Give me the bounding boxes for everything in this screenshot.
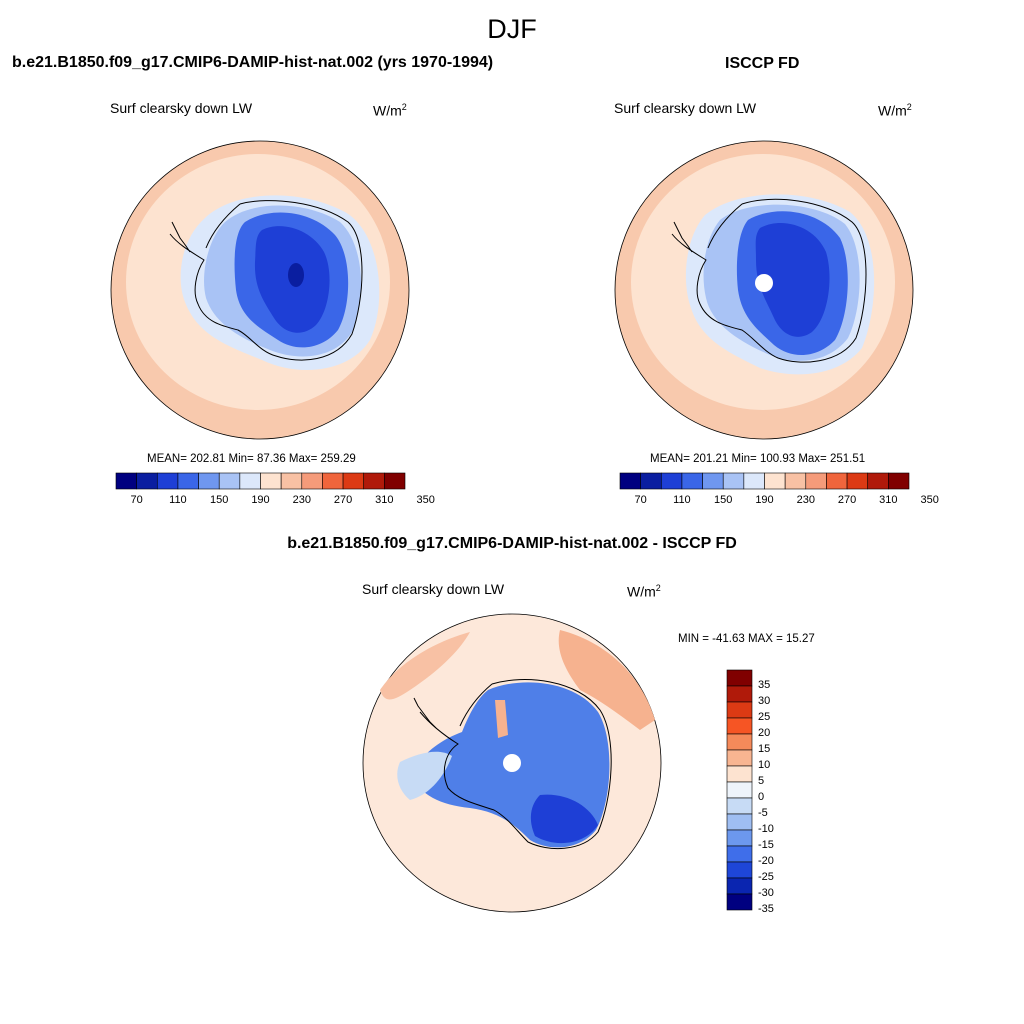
obs-polar-map [614,140,914,440]
colorbar-model-tick-label: 70 [130,494,143,506]
colorbar-model-tick-label: 150 [210,494,229,506]
panel-obs-title: ISCCP FD [725,55,800,72]
colorbar-diff-swatch-6 [726,765,753,783]
model-map-peninsula [171,221,191,253]
colorbar-diff-tick-label: 25 [758,711,771,723]
diff-map-peninsula [413,697,437,729]
colorbar-diff-swatch-13 [726,877,753,895]
panel-diff-title: b.e21.B1850.f09_g17.CMIP6-DAMIP-hist-nat… [287,535,737,552]
panel-model-title: b.e21.B1850.f09_g17.CMIP6-DAMIP-hist-nat… [12,54,494,71]
colorbar-obs-tick-label: 230 [796,494,815,506]
diff-map-pole-hole [503,754,521,772]
colorbar-obs [619,472,910,490]
panel-obs-stats: MEAN= 201.21 Min= 100.93 Max= 251.51 [650,453,866,465]
diff-map-coastline [419,679,612,850]
colorbar-model-tick-label: 270 [333,494,353,506]
colorbar-diff-swatch-14 [726,893,753,911]
colorbar-diff-swatch-0 [726,669,753,687]
model-map-coastline [169,200,363,361]
model-map-ice-min [288,263,304,287]
colorbar-obs-tick-label: 350 [920,494,939,506]
colorbar-obs-swatch-13 [888,472,910,490]
colorbar-diff-swatch-11 [726,845,753,863]
colorbar-obs-tick-label: 190 [755,494,774,506]
colorbar-diff-swatch-10 [726,829,753,847]
colorbar-model [115,472,406,490]
colorbar-obs-tick-label: 150 [714,494,733,506]
diff-map-positive-ne [558,630,655,730]
colorbar-diff-swatch-9 [726,813,753,831]
colorbar-diff-swatch-4 [726,733,753,751]
colorbar-diff-swatch-1 [726,685,753,703]
panel-model-units: W/m2 [373,102,407,119]
colorbar-diff-tick-label: -15 [758,839,774,851]
obs-map-pole-hole [755,274,773,292]
obs-map-ice-core [755,222,830,337]
diff-polar-map [362,613,662,913]
colorbar-diff-tick-label: -25 [758,871,774,883]
panel-model-variable: Surf clearsky down LW [110,100,253,116]
panel-diff-stats: MIN = -41.63 MAX = 15.27 [678,633,815,645]
diff-map-light-blue-ocean [397,751,452,800]
panel-obs-variable: Surf clearsky down LW [614,100,757,116]
colorbar-diff-tick-label: 35 [758,679,771,691]
colorbar-diff-tick-label: 10 [758,759,771,771]
obs-map-peninsula [673,221,693,253]
colorbar-model-tick-label: 190 [251,494,270,506]
colorbar-diff-swatch-12 [726,861,753,879]
colorbar-diff-tick-label: 20 [758,727,771,739]
colorbar-diff-tick-label: -10 [758,823,774,835]
colorbar-diff-swatch-5 [726,749,753,767]
colorbar-model-tick-label: 110 [169,494,187,506]
colorbar-diff-swatch-7 [726,781,753,799]
panel-diff-variable: Surf clearsky down LW [362,581,505,597]
colorbar-diff-tick-label: -5 [758,807,768,819]
diff-map-red-streak [495,700,508,738]
colorbar-diff-swatch-2 [726,701,753,719]
panel-model-stats: MEAN= 202.81 Min= 87.36 Max= 259.29 [147,453,356,465]
colorbar-diff-swatch-3 [726,717,753,735]
colorbar-diff-tick-label: -30 [758,887,774,899]
colorbar-diff-tick-label: -35 [758,903,774,915]
colorbar-diff-tick-label: -20 [758,855,774,867]
panel-diff-units: W/m2 [627,583,661,600]
colorbar-diff-tick-label: 5 [758,775,765,787]
colorbar-model-swatch-13 [384,472,406,490]
colorbar-diff-swatch-8 [726,797,753,815]
model-polar-map [110,140,410,440]
colorbar-obs-tick-label: 70 [634,494,647,506]
colorbar-diff-tick-label: 30 [758,695,771,707]
colorbar-model-tick-label: 310 [375,494,394,506]
colorbar-diff-tick-label: 0 [758,791,765,803]
colorbar-diff-tick-label: 15 [758,743,771,755]
colorbar-model-tick-label: 230 [292,494,311,506]
panel-obs-units: W/m2 [878,102,912,119]
figure-title: DJF [487,14,537,44]
diff-map-positive-nw [380,632,470,700]
obs-map-coastline [671,198,867,363]
colorbar-obs-tick-label: 110 [673,494,691,506]
colorbar-model-tick-label: 350 [416,494,435,506]
colorbar-obs-tick-label: 270 [837,494,857,506]
colorbar-diff [726,669,753,911]
diff-map-dark-east [530,794,598,844]
colorbar-obs-tick-label: 310 [879,494,898,506]
